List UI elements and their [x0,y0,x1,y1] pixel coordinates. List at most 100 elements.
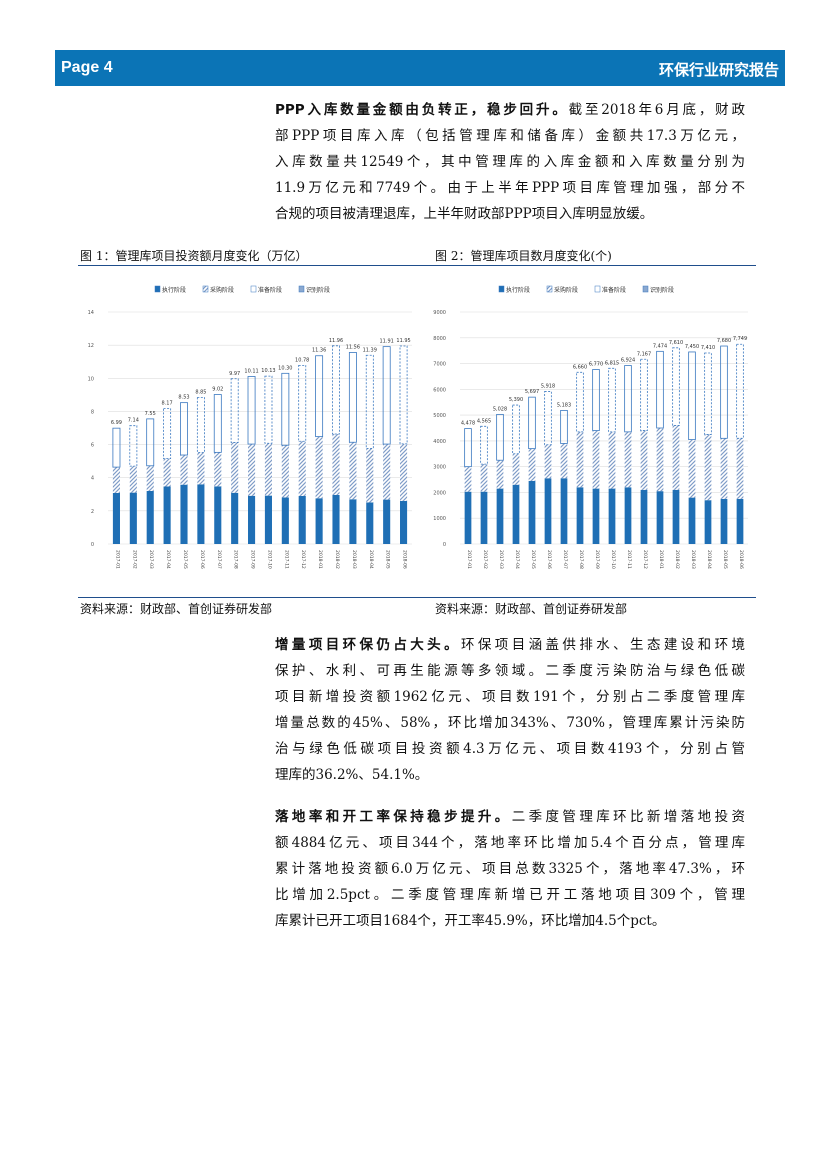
y-tick-label: 8000 [433,336,446,342]
bar-purchase [512,453,520,485]
bar-exec [298,495,306,544]
x-tick-label: 2017-11 [283,550,289,569]
bar-exec [480,491,488,544]
x-tick-label: 2018-05 [385,550,391,569]
bar-exec [197,484,205,544]
legend-label: 采购阶段 [554,286,578,294]
bar-exec [624,487,632,544]
bar-exec [512,484,520,544]
bar-exec [560,478,568,544]
legend-swatch [498,285,505,293]
x-tick-label: 2018-01 [658,550,664,569]
bar-exec [315,498,323,544]
bar-prep [348,352,357,443]
legend-label: 准备阶段 [258,286,282,294]
chart-investment: 执行阶段 采购阶段 准备阶段 识别阶段 0 2 4 6 8 10 12 14 6.99 2017-01 7.… [88,285,412,569]
bar-exec [214,486,222,544]
source-rule [78,597,756,598]
total-label: 5,918 [541,383,555,389]
bar-purchase [383,444,391,500]
legend-swatch [250,285,257,293]
bar-prep [720,345,728,439]
x-tick-label: 2017-09 [250,550,256,569]
bar-purchase [248,444,256,496]
total-label: 6.99 [111,420,122,426]
paragraph-lead: 增量项目环保仍占大头。 [275,637,461,653]
bar-prep [264,375,273,444]
bar-prep [688,351,696,441]
legend-swatch [298,285,305,293]
y-tick-label: 0 [443,542,446,548]
paragraph-line: 增量项目环保仍占大头。环保项目涵盖供排水、生态建设和环境 [275,632,745,658]
total-label: 7.14 [128,418,139,424]
x-tick-label: 2018-02 [334,550,340,569]
legend-swatch [202,285,209,293]
bar-exec [496,488,504,544]
paragraph-text: 环保项目涵盖供排水、生态建设和环境 [460,637,745,653]
bar-exec [231,492,239,544]
bar-purchase [298,441,306,496]
bar-prep [480,425,488,465]
x-tick-label: 2017-09 [594,550,600,569]
bar-exec [720,498,728,544]
page-number: Page 4 [61,59,113,76]
bar-exec [576,487,584,544]
total-label: 4,565 [477,418,491,424]
bar-exec [248,495,256,544]
bar-exec [332,494,340,544]
total-label: 9.97 [229,371,240,377]
bar-prep [247,376,256,445]
bar-exec [544,478,552,544]
bar-prep [365,354,374,449]
bar-prep [704,352,712,435]
figure1-source: 资料来源：财政部、首创证券研发部 [80,602,273,616]
x-tick-label: 2018-05 [722,550,728,569]
total-label: 7,680 [717,338,731,344]
x-tick-label: 2017-10 [266,550,272,569]
bar-prep [399,345,408,445]
bar-prep [640,358,648,431]
paragraph-line: 治与绿色低碳项目投资额4.3万亿元、项目数4193个，分别占管 [275,741,745,757]
paragraph-line: 入库数量共12549个，其中管理库的入库金额和入库数量分别为 [275,154,745,170]
bar-exec [640,489,648,544]
x-tick-label: 2017-06 [199,550,205,569]
x-tick-label: 2017-05 [530,550,536,569]
bar-prep [281,372,290,446]
bar-purchase [480,464,488,492]
bar-purchase [576,431,584,488]
total-label: 8.53 [178,395,189,401]
bar-prep [608,367,616,433]
bar-prep [298,364,307,442]
paragraph-lead: PPP入库数量金额由负转正，稳步回升。 [275,102,569,118]
bar-exec [528,480,536,544]
bar-purchase [197,452,205,485]
y-tick-label: 6000 [433,387,446,393]
x-tick-label: 2017-02 [482,550,488,569]
y-tick-label: 0 [91,542,94,548]
bar-purchase [528,448,536,481]
x-tick-label: 2017-02 [131,550,137,569]
bar-exec [112,492,120,544]
bar-prep [146,418,155,467]
bar-prep [464,428,472,468]
total-label: 11.91 [380,339,394,345]
bar-purchase [400,443,408,501]
total-label: 6,660 [573,364,587,370]
y-tick-label: 5000 [433,413,446,419]
bar-prep [576,371,584,433]
legend-swatch [546,285,553,293]
bar-exec [400,500,408,544]
x-tick-label: 2018-04 [706,550,712,569]
bar-purchase [231,442,239,493]
y-tick-label: 4000 [433,439,446,445]
y-tick-label: 7000 [433,362,446,368]
paragraph-line: 理库的36.2%、54.1%。 [275,767,429,783]
legend-label: 采购阶段 [210,286,234,294]
x-tick-label: 2018-04 [368,550,374,569]
bar-purchase [180,455,188,485]
caption-rule [78,265,756,266]
bar-purchase [464,466,472,492]
legend-label: 识别阶段 [306,286,330,294]
bar-exec [163,486,171,544]
bar-exec [366,502,374,544]
